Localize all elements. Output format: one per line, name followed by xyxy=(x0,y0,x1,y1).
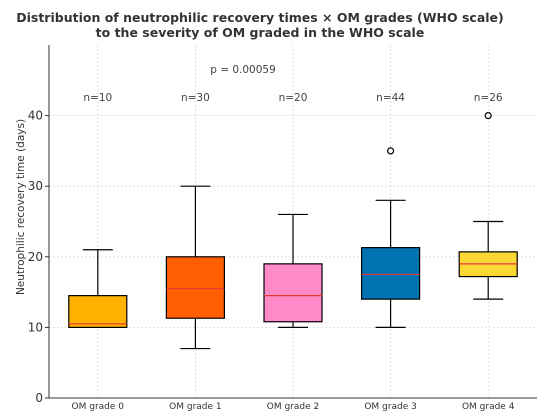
x-tick-label: OM grade 3 xyxy=(364,402,416,412)
outlier-point xyxy=(484,111,492,120)
y-axis-label: Neutrophilic recovery time (days) xyxy=(15,119,27,295)
axes xyxy=(45,45,537,399)
chart-title-line-2: to the severity of OM graded in the WHO … xyxy=(96,25,425,40)
y-tick-label: 30 xyxy=(28,179,43,193)
iqr-box xyxy=(68,295,128,329)
sample-size-label: n=26 xyxy=(474,92,503,104)
y-tick-label: 40 xyxy=(28,109,43,123)
outlier-point xyxy=(387,147,395,155)
p-value-annotation: p = 0.00059 xyxy=(210,64,276,76)
chart-title-line-1: Distribution of neutrophilic recovery ti… xyxy=(16,10,504,25)
box-om-grade-2 xyxy=(263,213,323,328)
box-om-grade-4 xyxy=(458,111,518,300)
x-tick-label: OM grade 0 xyxy=(72,402,125,412)
box-om-grade-3 xyxy=(361,147,421,328)
sample-size-label: n=10 xyxy=(83,92,112,104)
tick-labels: 0 10 20 30 40 n=10 OM grade 0 n=30 OM grade 1 n=2… xyxy=(28,92,515,412)
chart-title: Distribution of neutrophilic recovery ti… xyxy=(16,10,504,40)
boxes xyxy=(68,111,518,350)
y-tick-label: 20 xyxy=(28,250,43,264)
box-om-grade-0 xyxy=(68,249,128,329)
iqr-box xyxy=(165,256,225,319)
x-tick-label: OM grade 4 xyxy=(462,402,515,412)
x-tick-label: OM grade 1 xyxy=(169,402,221,412)
y-tick-label: 0 xyxy=(35,391,43,405)
sample-size-label: n=20 xyxy=(279,92,308,104)
box-om-grade-1 xyxy=(165,185,225,350)
sample-size-label: n=30 xyxy=(181,92,210,104)
x-tick-label: OM grade 2 xyxy=(267,402,319,412)
y-tick-label: 10 xyxy=(28,320,43,334)
iqr-box xyxy=(361,247,421,300)
iqr-box xyxy=(263,263,323,323)
sample-size-label: n=44 xyxy=(376,92,405,104)
